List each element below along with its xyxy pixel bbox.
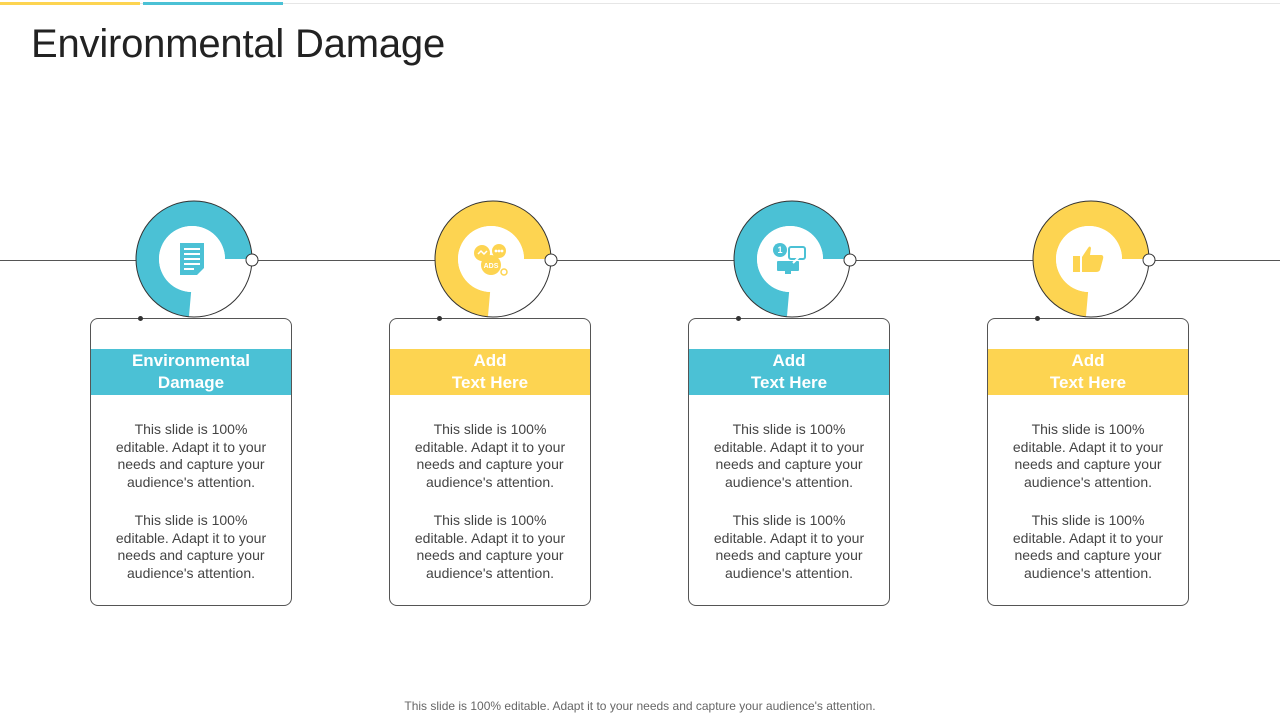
data-transfer-icon: 1 (757, 226, 823, 292)
step-4: Add Text Here This slide is 100% editable… (0, 0, 1189, 720)
card-header: Environmental Damage (91, 349, 291, 395)
card-body: This slide is 100% editable. Adapt it to… (406, 421, 574, 603)
card-paragraph: This slide is 100% editable. Adapt it to… (115, 512, 267, 581)
card-body: This slide is 100% editable. Adapt it to… (107, 421, 275, 603)
timeline-line (0, 260, 1280, 261)
step-card: Add Text Here This slide is 100% editable… (389, 316, 591, 606)
card-header: Add Text Here (390, 349, 590, 395)
card-paragraph: This slide is 100% editable. Adapt it to… (115, 421, 267, 490)
timeline-node (245, 253, 259, 267)
card-paragraph: This slide is 100% editable. Adapt it to… (1012, 421, 1164, 490)
step-2: ADS Add Text Here This slide is 100% edit… (0, 0, 591, 720)
card-paragraph: This slide is 100% editable. Adapt it to… (713, 421, 865, 490)
step-1: Environmental Damage This slide is 100% e… (0, 0, 300, 720)
slide-title: Environmental Damage (31, 22, 445, 66)
card-connector-dot (1035, 316, 1040, 321)
timeline-node (843, 253, 857, 267)
card-body: This slide is 100% editable. Adapt it to… (1004, 421, 1172, 603)
card-paragraph: This slide is 100% editable. Adapt it to… (713, 512, 865, 581)
step-card: Environmental Damage This slide is 100% e… (90, 316, 292, 606)
step-card: Add Text Here This slide is 100% editable… (688, 316, 890, 606)
top-accent-bars (0, 0, 1280, 6)
thumbs-up-icon (1056, 226, 1122, 292)
step-3: 1 Add Text Here This slide is 100% editab… (0, 0, 890, 720)
timeline-node (544, 253, 558, 267)
document-icon (159, 226, 225, 292)
card-connector-dot (736, 316, 741, 321)
card-body: This slide is 100% editable. Adapt it to… (705, 421, 873, 603)
card-paragraph: This slide is 100% editable. Adapt it to… (1012, 512, 1164, 581)
ads-icon: ADS (458, 226, 524, 292)
card-paragraph: This slide is 100% editable. Adapt it to… (414, 512, 566, 581)
card-paragraph: This slide is 100% editable. Adapt it to… (414, 421, 566, 490)
slide-footer: This slide is 100% editable. Adapt it to… (404, 699, 876, 713)
step-card: Add Text Here This slide is 100% editable… (987, 316, 1189, 606)
svg-text:ADS: ADS (484, 263, 499, 270)
timeline-node (1142, 253, 1156, 267)
card-connector-dot (138, 316, 143, 321)
card-header: Add Text Here (988, 349, 1188, 395)
top-rule (0, 3, 1280, 4)
card-header: Add Text Here (689, 349, 889, 395)
svg-text:1: 1 (777, 245, 782, 255)
accent-bar-yellow (0, 2, 140, 5)
accent-bar-teal (143, 2, 283, 5)
card-connector-dot (437, 316, 442, 321)
